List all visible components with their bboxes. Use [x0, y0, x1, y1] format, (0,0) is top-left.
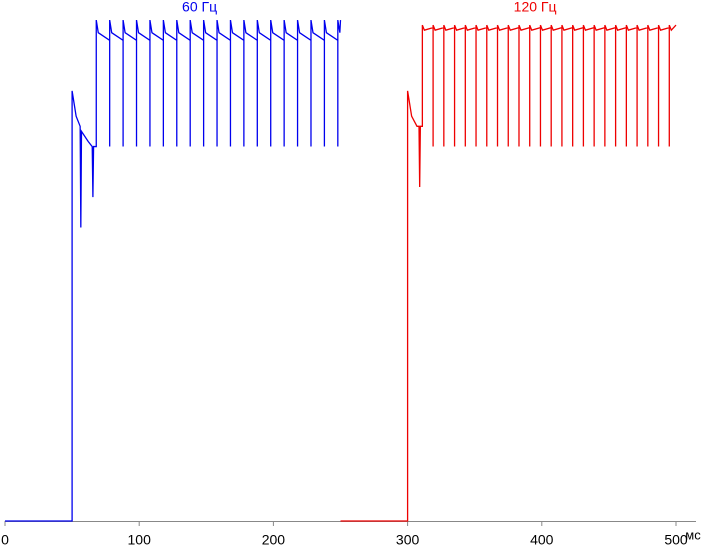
series-line: [5, 19, 342, 522]
x-tick-label: 100: [128, 532, 152, 548]
series-label: 120 Гц: [514, 0, 557, 15]
x-tick-label: 300: [396, 532, 420, 548]
x-axis-label: мс: [685, 527, 701, 542]
x-tick-label: 200: [262, 532, 286, 548]
x-tick-label: 400: [530, 532, 554, 548]
x-tick-label: 0: [1, 532, 9, 548]
series-label: 60 Гц: [182, 0, 217, 15]
series-line: [340, 24, 677, 522]
x-tick-label: 500: [664, 532, 688, 548]
